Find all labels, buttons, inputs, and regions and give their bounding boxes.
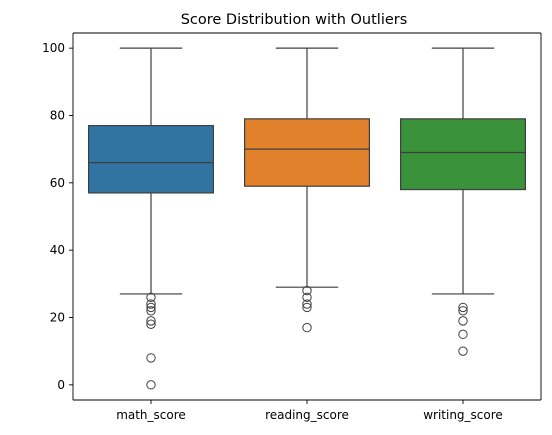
outlier-point: [146, 306, 156, 316]
box-math_score: [87, 124, 215, 194]
outlier-point: [302, 285, 312, 296]
y-tick-label: 100: [42, 41, 65, 55]
outlier-point: [146, 299, 156, 309]
box-group-writing_score: [400, 47, 527, 356]
outlier-point: [302, 322, 312, 333]
x-tick-label: writing_score: [423, 408, 503, 422]
box-writing_score: [400, 118, 527, 191]
outlier-point: [458, 346, 468, 356]
outlier-point: [302, 302, 312, 313]
chart-title: Score Distribution with Outliers: [181, 12, 408, 28]
outlier-point: [146, 380, 156, 390]
outlier-point: [458, 306, 468, 316]
outlier-point: [146, 292, 156, 303]
outlier-point: [146, 302, 156, 313]
box-group-math_score: [87, 47, 215, 390]
outlier-point: [146, 319, 156, 329]
x-tick-label: math_score: [116, 408, 186, 422]
y-tick-label: 60: [50, 176, 65, 190]
outlier-point: [458, 302, 468, 313]
y-tick-label: 20: [50, 311, 65, 325]
outlier-point: [146, 353, 156, 363]
outlier-point: [458, 316, 468, 326]
outlier-point: [458, 329, 468, 340]
y-tick-label: 40: [50, 243, 65, 257]
outlier-point: [302, 292, 312, 303]
box-group-reading_score: [244, 47, 371, 333]
axes: 0 20 40 60 80 100 math_score reading_score writi…: [42, 32, 542, 422]
y-tick-label: 80: [50, 108, 65, 122]
plot-area: [87, 47, 527, 390]
y-tick-label: 0: [57, 378, 65, 392]
x-tick-label: reading_score: [265, 408, 349, 422]
outlier-point: [302, 299, 312, 309]
box-reading_score: [244, 118, 371, 187]
outlier-point: [146, 316, 156, 326]
